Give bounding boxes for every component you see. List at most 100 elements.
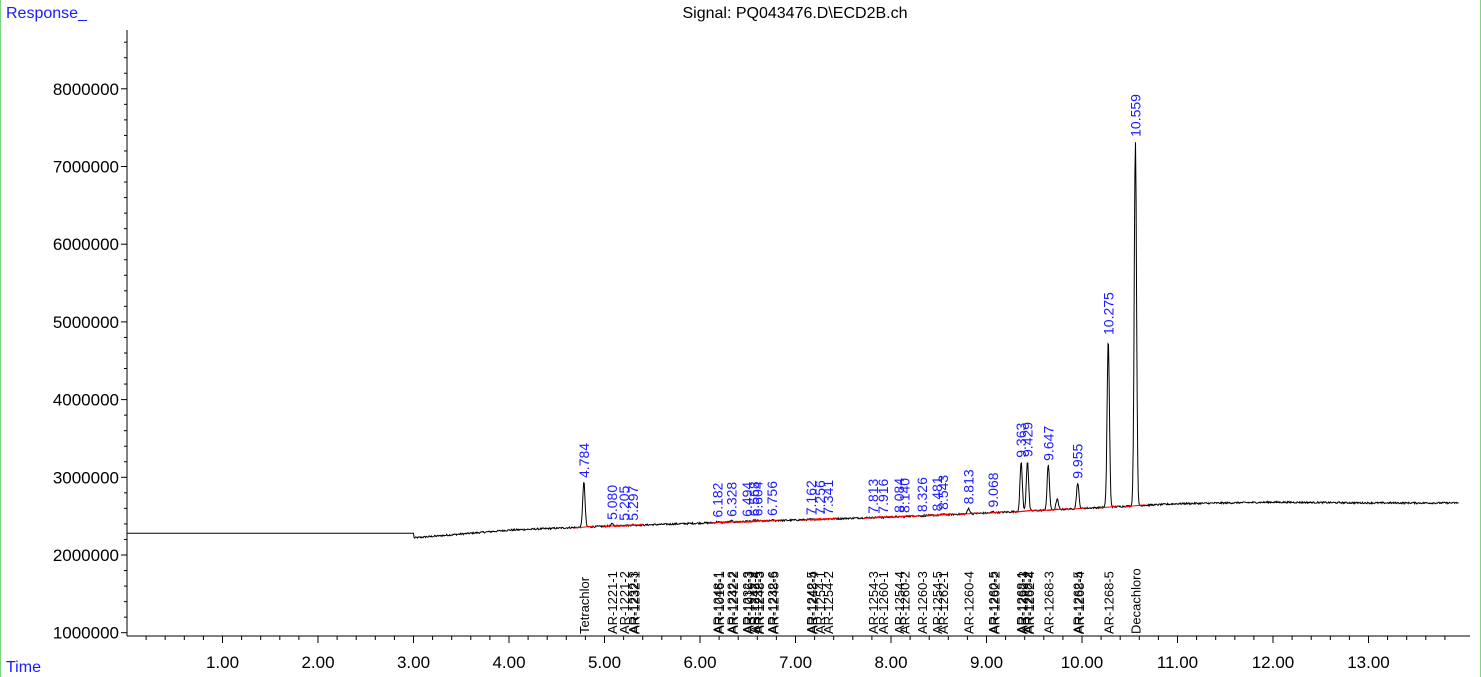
baseline-mark (958, 512, 979, 516)
peak-label: 7.162 (803, 480, 819, 515)
baseline-mark (747, 519, 768, 523)
chart-title: Signal: PQ043476.D\ECD2B.ch (682, 5, 907, 22)
peak-label: 6.568 (746, 481, 762, 516)
y-tick-label: 1000000 (53, 624, 119, 643)
baseline-mark (1017, 509, 1038, 513)
baseline-mark (912, 514, 933, 518)
peak-label: 9.429 (1019, 422, 1035, 457)
compound-label: AR-1268-1 (1014, 571, 1029, 634)
baseline-mark (982, 511, 1004, 515)
compound-label: Decachloro (1128, 568, 1143, 634)
y-tick-label: 8000000 (53, 80, 119, 99)
peak-label: 6.328 (723, 482, 739, 517)
y-tick-label: 6000000 (53, 235, 119, 254)
axes: 1000000 2000000 3000000 4000000 5000000 60000… (53, 30, 1470, 672)
peak-label: 5.297 (625, 485, 641, 520)
compound-label: AR-1242-2 (726, 571, 741, 634)
y-tick-label: 5000000 (53, 313, 119, 332)
compound-label: AR-1260-1 (876, 571, 891, 634)
peak-label: 6.494 (739, 482, 755, 517)
compound-label: AR-1268-3 (1041, 571, 1056, 634)
compound-label: AR-1232-2 (724, 571, 739, 634)
baseline-mark (573, 525, 594, 529)
compound-label: AR-1262-2 (987, 571, 1002, 634)
compound-label: AR-1254-2 (821, 571, 836, 634)
x-tick-label: 5.00 (588, 653, 621, 672)
x-tick-label: 11.00 (1157, 653, 1198, 672)
x-tick-label: 9.00 (970, 653, 1003, 672)
compound-label: Tetrachlor (577, 576, 592, 634)
compound-label: AR-1248-3 (752, 571, 767, 634)
compound-label: AR-1268-4 (1072, 571, 1087, 634)
compound-label: AR-1254-4 (892, 571, 907, 634)
baseline-mark (1067, 507, 1088, 511)
y-tick-label: 4000000 (53, 391, 119, 410)
baseline-mark (762, 519, 783, 523)
baseline-mark (809, 517, 830, 521)
x-tick-label: 3.00 (397, 653, 430, 672)
baseline-mark (818, 517, 839, 521)
baseline-mark (894, 514, 915, 518)
compound-label: AR-1242-5 (804, 571, 819, 634)
x-tick-label: 6.00 (683, 653, 716, 672)
peak-label: 6.604 (750, 481, 766, 516)
x-tick-label: 10.00 (1061, 653, 1104, 672)
x-tick-label: 7.00 (779, 653, 812, 672)
y-tick-label: 2000000 (53, 546, 119, 565)
compound-label: AR-1262-1 (936, 571, 951, 634)
x-tick-label: 8.00 (874, 653, 907, 672)
compound-label: AR-1254-5 (930, 571, 945, 634)
x-tick-label: 1.00 (206, 653, 239, 672)
compound-label: AR-1262-5 (1071, 571, 1086, 634)
compound-label: AR-1254-3 (866, 571, 881, 634)
peak-label: 10.275 (1100, 292, 1116, 335)
compound-label: AR-1260-2 (897, 571, 912, 634)
compound-label: AR-1016-3 (742, 571, 757, 634)
peak-label: 5.205 (616, 485, 632, 520)
peak-label: 8.481 (929, 476, 945, 511)
compound-labels: Tetrachlor AR-1221-1AR-1221-2AR-1232-3AR-… (577, 568, 1144, 634)
peak-label: 6.182 (709, 482, 725, 517)
baseline-mark (932, 513, 953, 517)
baseline-mark (707, 521, 728, 525)
compound-label: AR-1260-3 (915, 571, 930, 634)
compound-label: AR-1248-5 (767, 571, 782, 634)
compound-label: AR-1262-3 (1016, 571, 1031, 634)
peak-label: 8.543 (935, 475, 951, 510)
compound-label: AR-1254-1 (813, 571, 828, 634)
compound-label: AR-1232-3 (740, 571, 755, 634)
x-axis-label: Time (6, 659, 41, 676)
compound-label: AR-1221-1 (605, 571, 620, 634)
peak-label: 6.756 (764, 481, 780, 516)
compound-label: AR-1242-4 (747, 571, 762, 634)
peak-label: 8.326 (914, 477, 930, 512)
y-axis-label: Response_ (6, 5, 88, 22)
x-tick-label: 12.00 (1252, 653, 1295, 672)
peak-label: 5.080 (604, 485, 620, 520)
peak-label: 8.140 (896, 478, 912, 513)
baseline-mark (863, 516, 884, 520)
trace-layer (127, 142, 1459, 540)
baseline-mark (602, 524, 623, 528)
y-tick-label: 3000000 (53, 468, 119, 487)
compound-label: AR-1248-4 (805, 571, 820, 634)
peak-label: 9.647 (1040, 426, 1056, 461)
x-tick-label: 4.00 (492, 653, 525, 672)
compound-label: AR-1016-1 (712, 571, 727, 634)
peak-label: 4.784 (576, 443, 592, 478)
baseline-mark (1098, 505, 1119, 509)
peak-label: 10.559 (1127, 94, 1143, 137)
compound-label: AR-1248-1 (710, 571, 725, 634)
compound-label: AR-1232-3 (626, 571, 641, 634)
y-tick-label: 7000000 (53, 158, 119, 177)
compound-label: AR-1232-5 (751, 571, 766, 634)
compound-label: AR-1232-6 (765, 571, 780, 634)
compound-label: AR-1268-2 (1020, 571, 1035, 634)
baseline-mark (721, 520, 742, 524)
compound-label: AR-1268-5 (1101, 571, 1116, 634)
baseline-mark (1047, 508, 1068, 512)
baseline-mark (1125, 504, 1146, 508)
baseline-mark (872, 515, 894, 519)
